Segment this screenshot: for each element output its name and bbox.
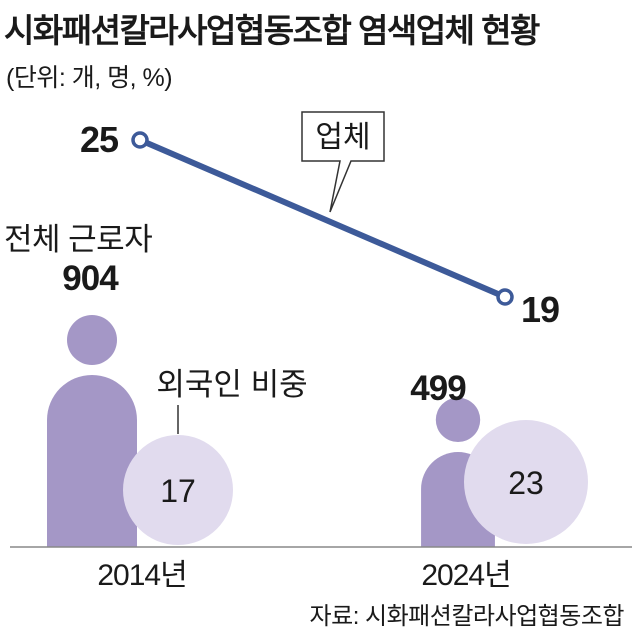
worker-value: 499 — [410, 369, 466, 408]
company-series-line — [137, 137, 508, 300]
worker-figure-body — [47, 375, 137, 547]
category-label: 2024년 — [421, 559, 510, 592]
foreign-share-circle — [123, 435, 233, 545]
worker-figure-head — [435, 397, 481, 443]
company-value: 19 — [521, 289, 559, 330]
foreign-share-label: 외국인 비중 — [156, 367, 307, 402]
company-value: 25 — [80, 119, 119, 160]
company-point — [496, 288, 514, 306]
series-name: 업체 — [315, 121, 370, 154]
chart-title: 시화패션칼라사업협동조합 염색업체 현황 — [4, 12, 540, 49]
foreign-share-circle — [464, 420, 588, 544]
company-point — [131, 131, 149, 149]
foreign-share-value: 23 — [508, 465, 544, 501]
workers-label: 전체 근로자 — [4, 222, 152, 257]
worker-value: 904 — [62, 259, 119, 298]
series-callout-box — [301, 111, 385, 213]
worker-figure-head — [67, 315, 117, 365]
unit-note: (단위: 개, 명, %) — [6, 64, 173, 92]
foreign-share-value: 17 — [160, 473, 196, 509]
source-note: 자료: 시화패션칼라사업협동조합 — [309, 603, 625, 630]
category-label: 2014년 — [97, 559, 186, 592]
